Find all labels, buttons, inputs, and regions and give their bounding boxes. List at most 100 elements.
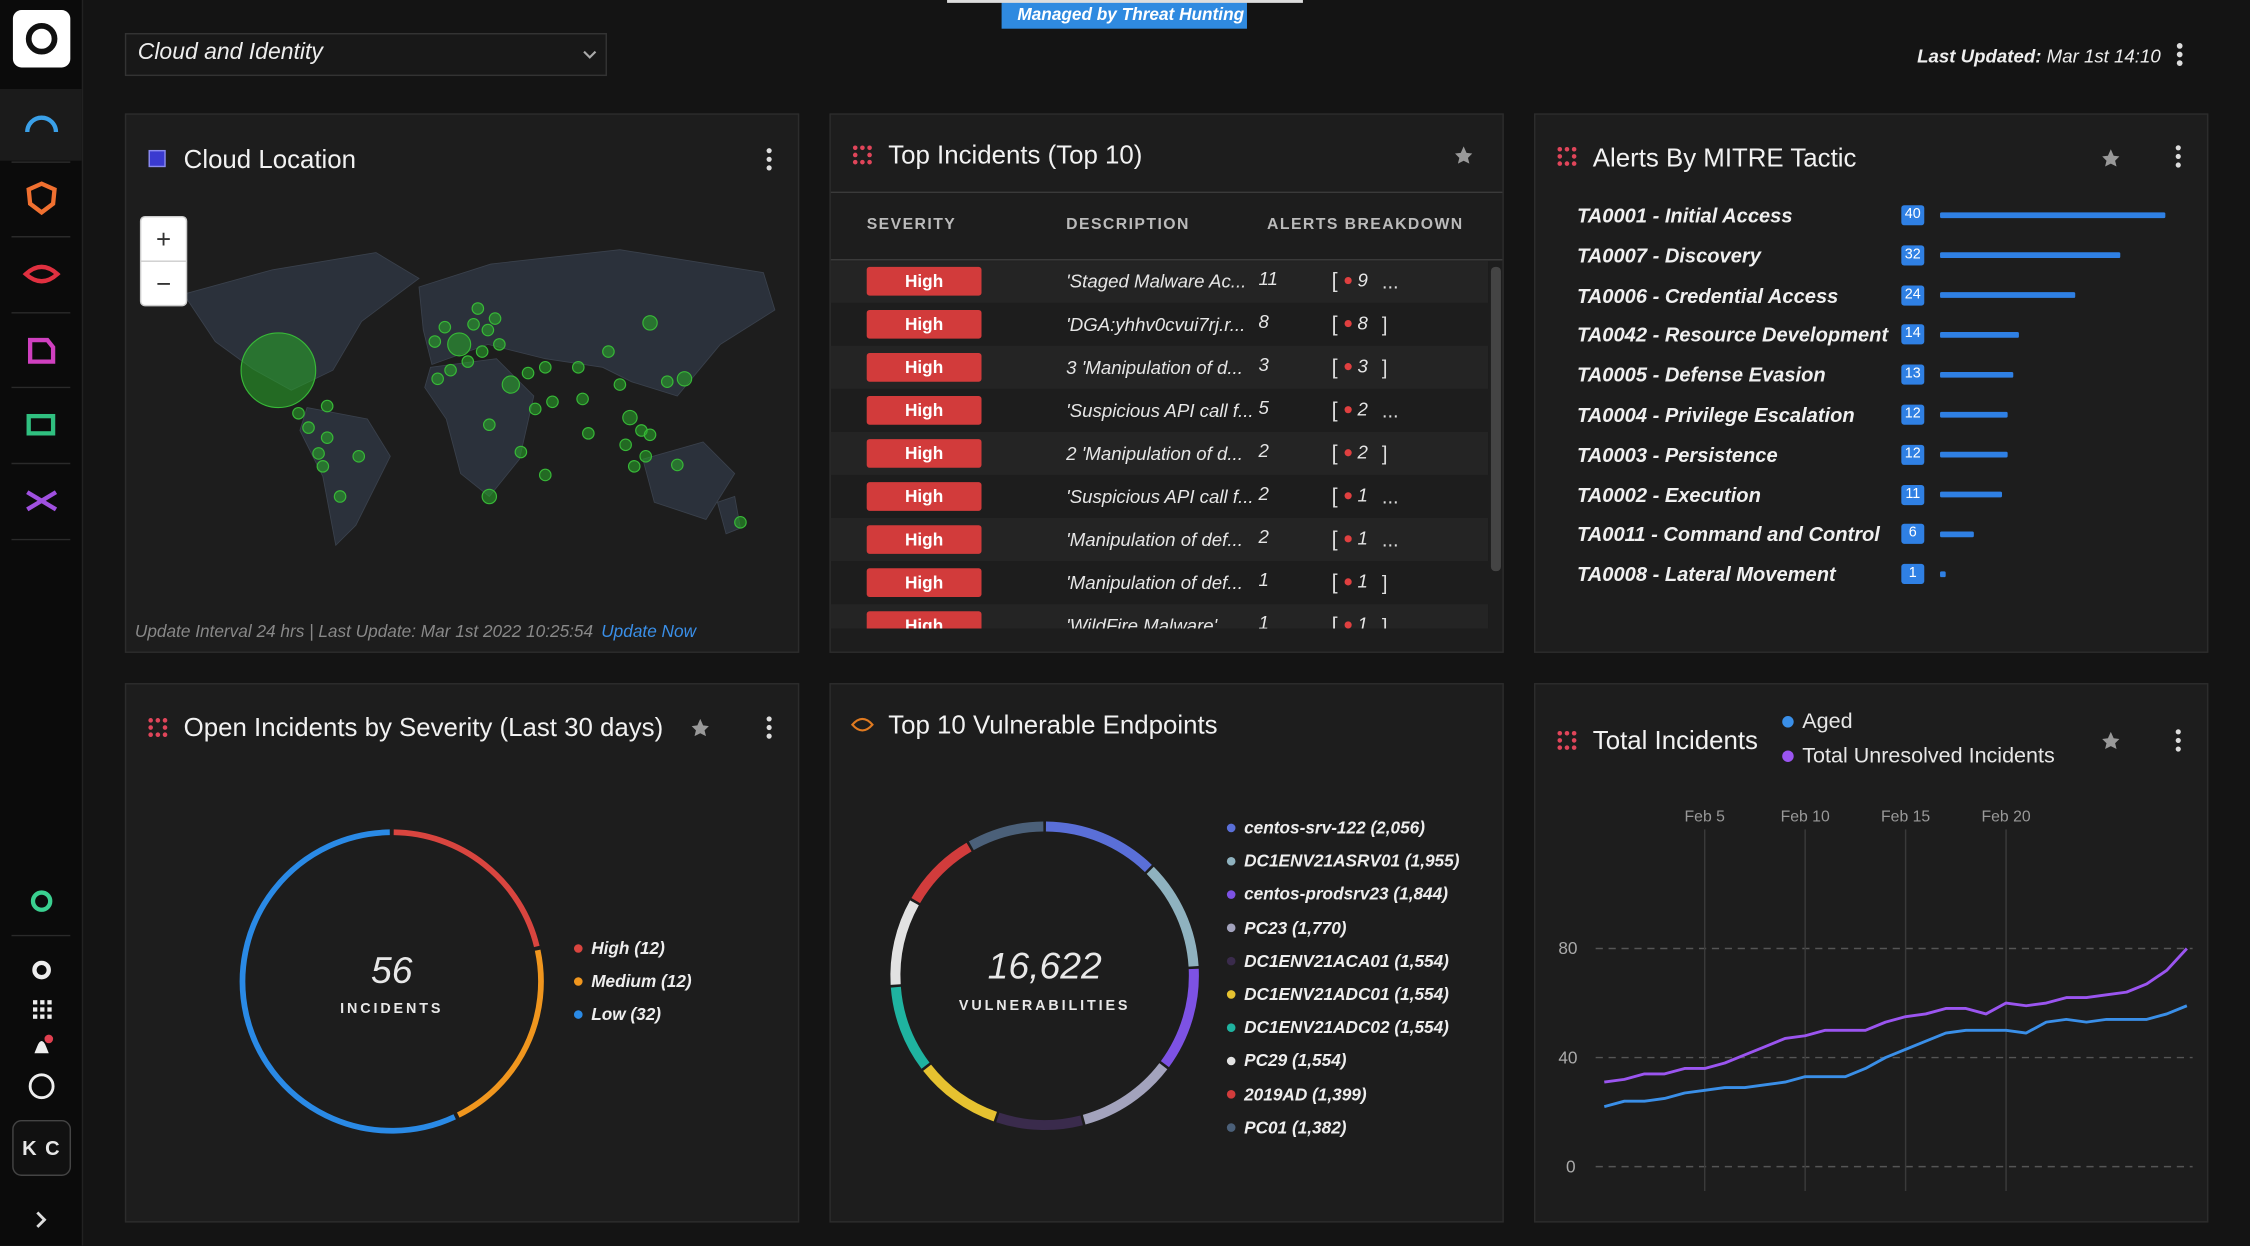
graphic xyxy=(182,252,420,391)
column-header: ALERTS BREAKDOWN xyxy=(1267,215,1464,234)
panel-title: Open Incidents by Severity (Last 30 days… xyxy=(183,713,664,742)
cloud-icon xyxy=(148,149,166,168)
breakdown-open: [ xyxy=(1331,312,1338,337)
graphic xyxy=(2176,51,2183,58)
panel-menu[interactable] xyxy=(766,716,772,739)
graphic xyxy=(627,460,641,473)
favorite-star[interactable] xyxy=(2102,149,2120,167)
breakdown-open: [ xyxy=(1331,398,1338,423)
legend-dot xyxy=(1226,1023,1236,1033)
panel-menu[interactable] xyxy=(766,148,772,171)
donut-segment xyxy=(968,821,1044,851)
graphic xyxy=(642,441,736,520)
severity-badge xyxy=(866,309,982,339)
breakdown-end: ... xyxy=(1381,269,1399,293)
notifications-icon[interactable] xyxy=(34,1041,49,1054)
update-now-link[interactable]: Update Now xyxy=(601,621,697,642)
zoom-out[interactable]: − xyxy=(156,269,172,299)
graphic xyxy=(2176,60,2183,67)
severity-badge xyxy=(866,568,982,597)
graphic xyxy=(582,427,595,440)
banner-box xyxy=(1001,0,1247,29)
total-incidents-title-icon xyxy=(1557,730,1577,750)
dashboard-dropdown[interactable] xyxy=(124,33,607,77)
legend-label: DC1ENV21ADC01 (1,554) xyxy=(1244,984,1449,1005)
breakdown-end: ... xyxy=(1381,485,1399,508)
graphic xyxy=(622,409,638,426)
incidents-title-icon xyxy=(852,145,872,165)
bar xyxy=(1940,252,2121,259)
breakdown-open: [ xyxy=(1331,441,1338,466)
logo[interactable] xyxy=(12,10,71,68)
panel-title: Top Incidents (Top 10) xyxy=(888,140,1143,170)
panel-menu[interactable] xyxy=(2175,729,2181,752)
description: 'Manipulation of def... xyxy=(1066,571,1243,594)
nav-icon-network[interactable] xyxy=(26,490,58,512)
graphic xyxy=(333,490,347,503)
zoom-in[interactable]: + xyxy=(156,225,172,254)
graphic xyxy=(602,345,615,358)
tactic-name: TA0002 - Execution xyxy=(1577,482,1761,506)
favorite-star[interactable] xyxy=(1455,146,1473,164)
breakdown-dot xyxy=(1344,449,1352,457)
graphic xyxy=(47,1014,52,1019)
user-avatar[interactable] xyxy=(12,1119,72,1176)
graphic xyxy=(162,732,168,737)
graphic xyxy=(639,450,653,463)
legend-label: 2019AD (1,399) xyxy=(1244,1084,1367,1105)
graphic xyxy=(1571,745,1577,750)
nav-icon-dashboard[interactable] xyxy=(25,115,59,133)
nav-icon-threat[interactable] xyxy=(22,264,61,284)
legend-dot xyxy=(1226,1089,1236,1099)
legend-label: DC1ENV21ADC02 (1,554) xyxy=(1244,1017,1449,1038)
graphic xyxy=(299,407,391,547)
severity: High xyxy=(904,357,944,378)
legend-label: centos-prodsrv23 (1,844) xyxy=(1244,884,1448,905)
severity-badge xyxy=(866,266,982,296)
graphic xyxy=(40,1007,45,1012)
graphic xyxy=(867,145,872,151)
description: 2 'Manipulation of d... xyxy=(1066,442,1243,465)
graphic xyxy=(148,732,153,737)
graphic xyxy=(155,718,161,723)
bar xyxy=(1940,531,1974,538)
graphic xyxy=(571,361,585,374)
graphic xyxy=(1571,738,1577,743)
graphic xyxy=(316,460,330,473)
graphic xyxy=(302,421,315,434)
nav-icon-reports[interactable] xyxy=(27,337,56,364)
severity-badge xyxy=(866,525,982,554)
help-icon[interactable] xyxy=(28,1073,55,1100)
alert-count: 1 xyxy=(1258,568,1269,591)
breakdown-count: 1 xyxy=(1357,570,1368,592)
nav-icon-endpoints[interactable] xyxy=(26,413,56,436)
graphic xyxy=(40,1000,45,1005)
breakdown-count: 2 xyxy=(1357,441,1368,463)
nav-icon-xsoar[interactable] xyxy=(30,890,53,912)
favorite-star[interactable] xyxy=(691,718,709,737)
graphic xyxy=(428,335,442,348)
panel-menu[interactable] xyxy=(2175,145,2181,168)
favorite-star[interactable] xyxy=(2102,731,2120,750)
dashboard-name[interactable]: Cloud and Identity xyxy=(137,40,323,65)
graphic xyxy=(467,317,480,331)
column-header: DESCRIPTION xyxy=(1066,215,1190,234)
graphic xyxy=(538,468,552,482)
banner-text: Managed by Threat Hunting xyxy=(1017,4,1245,25)
nav-icon-incidents[interactable] xyxy=(26,181,57,216)
header-menu[interactable] xyxy=(2176,43,2183,67)
graphic xyxy=(546,395,559,409)
legend-dot xyxy=(1226,990,1236,999)
apps-icon[interactable] xyxy=(33,1000,52,1019)
expand-sidebar[interactable] xyxy=(36,1211,47,1228)
tactic-count: 1 xyxy=(1908,565,1917,582)
nav-active xyxy=(0,88,82,161)
graphic xyxy=(576,392,589,406)
graphic xyxy=(444,363,457,377)
settings-icon[interactable] xyxy=(32,960,51,980)
graphic xyxy=(1564,161,1570,166)
table-scrollbar[interactable] xyxy=(1490,266,1501,572)
tactic-name: TA0001 - Initial Access xyxy=(1577,203,1793,227)
